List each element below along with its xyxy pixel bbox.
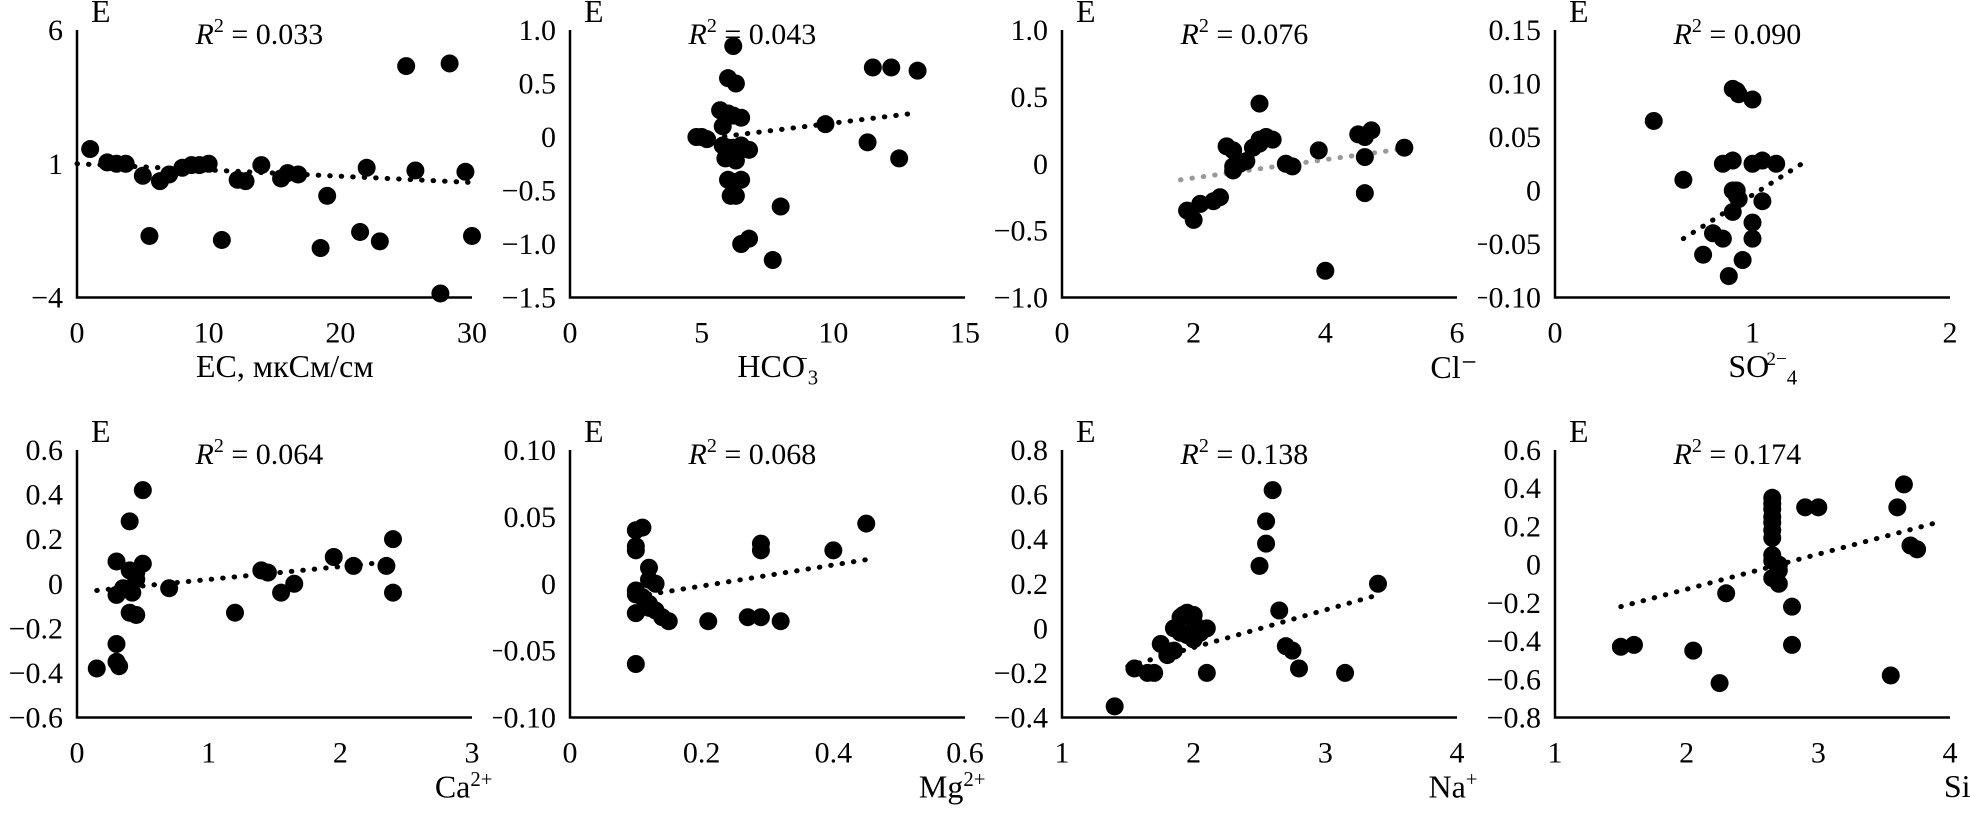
svg-text:1: 1 bbox=[1745, 317, 1760, 350]
svg-text:−0.10: −0.10 bbox=[493, 701, 556, 734]
svg-text:−0.4: −0.4 bbox=[1486, 625, 1540, 658]
svg-text:E: E bbox=[91, 0, 111, 29]
svg-text:0.05: 0.05 bbox=[503, 500, 556, 533]
svg-text:0: 0 bbox=[562, 736, 577, 769]
svg-text:0.6: 0.6 bbox=[1503, 434, 1541, 467]
svg-text:−0.4: −0.4 bbox=[9, 656, 63, 689]
svg-text:−0.6: −0.6 bbox=[9, 701, 63, 734]
svg-text:3: 3 bbox=[465, 736, 480, 769]
svg-text:6: 6 bbox=[1450, 317, 1465, 350]
svg-text:1: 1 bbox=[48, 148, 63, 181]
svg-text:0.4: 0.4 bbox=[1503, 472, 1541, 505]
svg-text:1: 1 bbox=[1055, 736, 1070, 769]
svg-text:6: 6 bbox=[48, 14, 63, 47]
svg-text:1.0: 1.0 bbox=[1011, 14, 1049, 47]
svg-text:1.0: 1.0 bbox=[518, 14, 556, 47]
svg-text:10: 10 bbox=[194, 317, 224, 350]
svg-text:2: 2 bbox=[1186, 317, 1201, 350]
svg-text:0.8: 0.8 bbox=[1011, 434, 1049, 467]
svg-text:R2 = 0.068: R2 = 0.068 bbox=[687, 435, 816, 471]
svg-text:0.2: 0.2 bbox=[1503, 510, 1541, 543]
svg-text:−0.6: −0.6 bbox=[1486, 663, 1540, 696]
svg-text:−0.05: −0.05 bbox=[493, 634, 556, 667]
svg-text:−0.05: −0.05 bbox=[1478, 228, 1541, 261]
svg-text:0: 0 bbox=[1526, 175, 1541, 208]
svg-text:−0.8: −0.8 bbox=[1486, 701, 1540, 734]
svg-text:30: 30 bbox=[457, 317, 487, 350]
svg-text:2: 2 bbox=[1942, 317, 1957, 350]
svg-text:4: 4 bbox=[1318, 317, 1333, 350]
svg-text:−1.0: −1.0 bbox=[994, 282, 1048, 315]
svg-text:0.2: 0.2 bbox=[1011, 567, 1049, 600]
svg-text:0.2: 0.2 bbox=[682, 736, 720, 769]
svg-text:0: 0 bbox=[48, 567, 63, 600]
svg-text:−4: −4 bbox=[31, 282, 63, 315]
svg-text:20: 20 bbox=[325, 317, 355, 350]
svg-text:0: 0 bbox=[562, 317, 577, 350]
svg-text:1: 1 bbox=[1547, 736, 1562, 769]
svg-text:0.5: 0.5 bbox=[518, 68, 556, 101]
svg-text:−0.2: −0.2 bbox=[1486, 586, 1540, 619]
svg-text:R2 = 0.076: R2 = 0.076 bbox=[1180, 15, 1309, 51]
svg-text:0.10: 0.10 bbox=[1488, 68, 1541, 101]
svg-text:−0.2: −0.2 bbox=[994, 656, 1048, 689]
svg-text:E: E bbox=[1569, 0, 1589, 29]
svg-text:5: 5 bbox=[694, 317, 709, 350]
svg-text:−1.5: −1.5 bbox=[501, 282, 555, 315]
svg-text:15: 15 bbox=[950, 317, 980, 350]
svg-text:0.5: 0.5 bbox=[1011, 81, 1049, 114]
svg-text:E: E bbox=[91, 420, 111, 449]
svg-text:1: 1 bbox=[201, 736, 216, 769]
svg-text:0: 0 bbox=[70, 736, 85, 769]
svg-text:0.05: 0.05 bbox=[1488, 121, 1541, 154]
svg-text:R2 = 0.174: R2 = 0.174 bbox=[1672, 435, 1801, 471]
svg-text:−0.5: −0.5 bbox=[994, 215, 1048, 248]
svg-text:R2 = 0.138: R2 = 0.138 bbox=[1180, 435, 1309, 471]
svg-text:R2 = 0.033: R2 = 0.033 bbox=[195, 15, 324, 51]
svg-text:−0.5: −0.5 bbox=[501, 175, 555, 208]
svg-text:4: 4 bbox=[1942, 736, 1957, 769]
svg-text:0.6: 0.6 bbox=[946, 736, 984, 769]
svg-text:R2 = 0.064: R2 = 0.064 bbox=[195, 435, 324, 471]
svg-text:0: 0 bbox=[1033, 612, 1048, 645]
svg-text:−1.0: −1.0 bbox=[501, 228, 555, 261]
svg-text:0: 0 bbox=[1547, 317, 1562, 350]
svg-text:0: 0 bbox=[541, 567, 556, 600]
svg-text:−0.4: −0.4 bbox=[994, 701, 1048, 734]
svg-text:0.4: 0.4 bbox=[1011, 523, 1049, 556]
svg-text:10: 10 bbox=[818, 317, 848, 350]
svg-text:E: E bbox=[584, 420, 604, 449]
svg-text:0.4: 0.4 bbox=[814, 736, 852, 769]
svg-text:4: 4 bbox=[1450, 736, 1465, 769]
svg-text:0.10: 0.10 bbox=[503, 434, 556, 467]
svg-text:0.2: 0.2 bbox=[26, 523, 64, 556]
svg-text:0: 0 bbox=[1055, 317, 1070, 350]
svg-text:0.6: 0.6 bbox=[26, 434, 64, 467]
svg-text:0.6: 0.6 bbox=[1011, 478, 1049, 511]
svg-text:0: 0 bbox=[541, 121, 556, 154]
svg-text:0.4: 0.4 bbox=[26, 478, 64, 511]
svg-text:2: 2 bbox=[333, 736, 348, 769]
svg-text:−0.2: −0.2 bbox=[9, 612, 63, 645]
svg-text:0: 0 bbox=[1033, 148, 1048, 181]
svg-text:E: E bbox=[1076, 420, 1096, 449]
svg-text:R2 = 0.090: R2 = 0.090 bbox=[1672, 15, 1801, 51]
svg-text:0: 0 bbox=[70, 317, 85, 350]
svg-text:E: E bbox=[1076, 0, 1096, 29]
svg-text:3: 3 bbox=[1318, 736, 1333, 769]
svg-text:0: 0 bbox=[1526, 548, 1541, 581]
svg-text:R2 = 0.043: R2 = 0.043 bbox=[687, 15, 816, 51]
svg-text:2: 2 bbox=[1186, 736, 1201, 769]
svg-text:−0.10: −0.10 bbox=[1478, 282, 1541, 315]
svg-text:2: 2 bbox=[1679, 736, 1694, 769]
svg-text:E: E bbox=[584, 0, 604, 29]
svg-text:0.15: 0.15 bbox=[1488, 14, 1541, 47]
svg-text:3: 3 bbox=[1810, 736, 1825, 769]
svg-text:E: E bbox=[1569, 420, 1589, 449]
